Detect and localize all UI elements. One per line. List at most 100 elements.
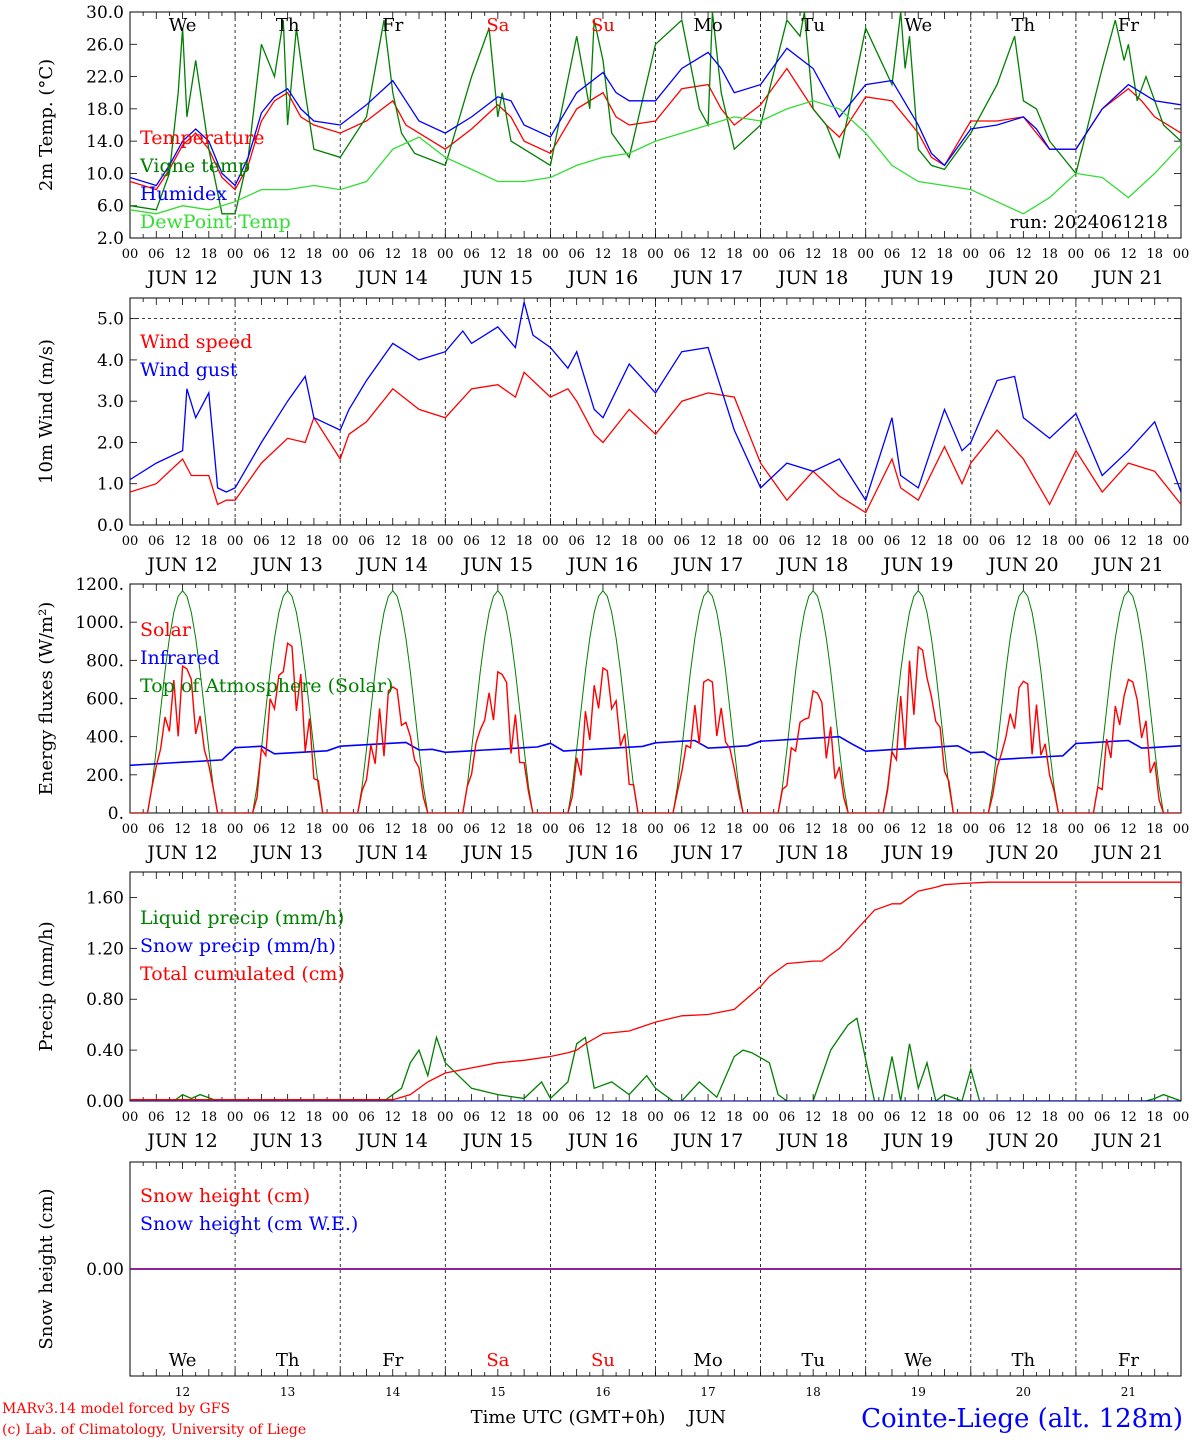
hour-tick-label: 06 — [253, 822, 270, 837]
hour-tick-label: 00 — [332, 534, 349, 549]
date-label: JUN 21 — [1091, 1130, 1163, 1152]
hour-tick-label: 06 — [463, 247, 480, 262]
weekday-label: Sa — [486, 15, 509, 36]
y-tick-label: 0.00 — [86, 1260, 124, 1280]
copyright-note: (c) Lab. of Climatology, University of L… — [2, 1422, 306, 1438]
hour-tick-label: 06 — [253, 247, 270, 262]
weekday-label: Mo — [693, 1350, 722, 1371]
hour-tick-label: 12 — [700, 534, 717, 549]
hour-tick-label: 12 — [279, 1110, 296, 1125]
date-label: JUN 17 — [671, 842, 743, 864]
weekday-label: Fr — [382, 15, 403, 36]
hour-tick-label: 18 — [516, 247, 533, 262]
y-tick-label: 1000. — [75, 613, 124, 633]
date-label: JUN 12 — [145, 1130, 217, 1152]
date-label: JUN 19 — [881, 1130, 953, 1152]
series-line-3 — [130, 881, 1181, 1101]
y-tick-label: 200. — [86, 766, 124, 786]
hour-tick-label: 18 — [306, 247, 323, 262]
x-axis-label: Time UTC (GMT+0h) — [471, 1407, 666, 1428]
y-tick-label: 0.0 — [97, 516, 124, 536]
panel-1: 2.0 6.0 10.0 14.0 18.0 22.0 26.0 30.0 2m Temp. (… — [36, 3, 1189, 289]
hour-tick-label: 18 — [621, 247, 638, 262]
hour-tick-label: 12 — [910, 822, 927, 837]
hour-tick-label: 06 — [568, 247, 585, 262]
y-tick-label: 30.0 — [86, 3, 124, 23]
hour-tick-label: 00 — [857, 1110, 874, 1125]
hour-tick-label: 00 — [1173, 1110, 1190, 1125]
day-number-label: 13 — [280, 1385, 295, 1399]
hour-tick-label: 12 — [805, 822, 822, 837]
y-tick-label: 1.20 — [86, 939, 124, 959]
hour-tick-label: 06 — [463, 822, 480, 837]
hour-tick-label: 00 — [1173, 247, 1190, 262]
legend-entry: Snow height (cm W.E.) — [140, 1213, 358, 1235]
hour-tick-label: 18 — [1146, 822, 1163, 837]
date-label: JUN 20 — [986, 267, 1058, 289]
date-label: JUN 15 — [461, 842, 533, 864]
hour-tick-label: 00 — [332, 822, 349, 837]
y-tick-label: 0.80 — [86, 990, 124, 1010]
hour-tick-label: 00 — [227, 822, 244, 837]
hour-tick-label: 18 — [516, 1110, 533, 1125]
hour-tick-label: 00 — [437, 247, 454, 262]
panels: 2.0 6.0 10.0 14.0 18.0 22.0 26.0 30.0 2m Temp. (… — [36, 3, 1189, 1399]
hour-tick-label: 18 — [936, 822, 953, 837]
day-number-label: 16 — [595, 1385, 610, 1399]
date-label: JUN 16 — [566, 267, 638, 289]
hour-tick-label: 18 — [621, 534, 638, 549]
hour-tick-label: 00 — [1173, 534, 1190, 549]
month-label: JUN — [686, 1407, 726, 1428]
y-axis-label: Snow height (cm) — [36, 1188, 57, 1349]
hour-tick-label: 12 — [1015, 534, 1032, 549]
y-axis-label: 2m Temp. (°C) — [36, 59, 57, 191]
hour-tick-label: 00 — [122, 1110, 139, 1125]
y-tick-label: 0.00 — [86, 1092, 124, 1112]
hour-tick-label: 18 — [306, 534, 323, 549]
hour-tick-label: 00 — [647, 247, 664, 262]
hour-tick-label: 00 — [122, 534, 139, 549]
hour-tick-label: 18 — [201, 247, 218, 262]
date-label: JUN 18 — [776, 554, 848, 576]
hour-tick-label: 06 — [1094, 247, 1111, 262]
hour-tick-label: 06 — [779, 1110, 796, 1125]
hour-tick-label: 06 — [463, 1110, 480, 1125]
weekday-label: Fr — [382, 1350, 403, 1371]
y-tick-label: 400. — [86, 728, 124, 748]
hour-tick-label: 12 — [384, 247, 401, 262]
hour-tick-label: 12 — [174, 534, 191, 549]
plot-area — [130, 12, 1181, 215]
hour-tick-label: 18 — [726, 534, 743, 549]
date-label: JUN 20 — [986, 842, 1058, 864]
hour-tick-label: 00 — [752, 1110, 769, 1125]
hour-tick-label: 06 — [358, 534, 375, 549]
day-number-label: 19 — [911, 1385, 926, 1399]
hour-tick-label: 06 — [568, 822, 585, 837]
date-label: JUN 16 — [566, 554, 638, 576]
hour-tick-label: 18 — [1041, 822, 1058, 837]
weekday-label: We — [904, 15, 932, 36]
series-line-1 — [130, 67, 1181, 191]
y-tick-label: 22.0 — [86, 68, 124, 88]
hour-tick-label: 18 — [516, 534, 533, 549]
hour-tick-label: 12 — [1120, 534, 1137, 549]
weekday-label: Th — [1012, 1350, 1036, 1371]
legend-entry: Infrared — [140, 647, 220, 669]
date-label: JUN 17 — [671, 267, 743, 289]
hour-tick-label: 06 — [568, 1110, 585, 1125]
hour-tick-label: 00 — [437, 1110, 454, 1125]
hour-tick-label: 18 — [831, 534, 848, 549]
hour-tick-label: 12 — [1120, 822, 1137, 837]
hour-tick-label: 06 — [1094, 822, 1111, 837]
y-tick-label: 14.0 — [86, 132, 124, 152]
hour-tick-label: 06 — [884, 247, 901, 262]
y-axis-label: Energy fluxes (W/m²) — [36, 602, 57, 796]
weekday-label: Su — [591, 15, 615, 36]
hour-tick-label: 12 — [595, 534, 612, 549]
y-tick-label: 600. — [86, 690, 124, 710]
hour-tick-label: 12 — [174, 822, 191, 837]
series-line-1 — [130, 1017, 1181, 1101]
series-line-infrared — [130, 735, 1181, 767]
hour-tick-label: 06 — [358, 247, 375, 262]
plot-area — [130, 589, 1181, 813]
